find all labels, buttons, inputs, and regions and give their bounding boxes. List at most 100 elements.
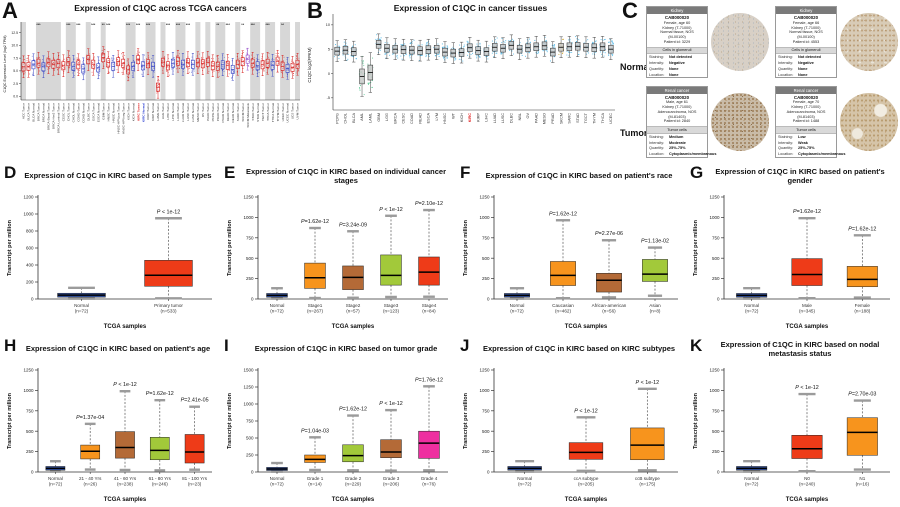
svg-text:(n=23): (n=23)	[188, 482, 202, 487]
ihc-patient-line: (M-81403)	[797, 114, 815, 119]
svg-text:(n=72): (n=72)	[270, 309, 284, 314]
panel-h: H Expression of C1QC in KIRC based on pa…	[2, 336, 220, 504]
svg-text:Stage2: Stage2	[346, 303, 361, 308]
ihc-info-box: Kidney CAB000020 Female, age 66 Kidney (T-7…	[775, 6, 837, 79]
svg-text:Grade 1: Grade 1	[307, 476, 324, 481]
ihc-field-row: Intensity: Negative	[647, 61, 707, 66]
svg-text:(n=205): (n=205)	[578, 482, 594, 487]
svg-text:TCGA samples: TCGA samples	[786, 324, 829, 330]
svg-text:***: ***	[66, 23, 71, 27]
svg-text:***: ***	[76, 23, 81, 27]
svg-text:P < 1e-12: P < 1e-12	[379, 401, 403, 407]
svg-text:***: ***	[266, 23, 271, 27]
svg-text:1250: 1250	[23, 368, 34, 373]
ihc-antibody-id: CAB000020	[793, 94, 819, 100]
svg-text:SKCM Tumor: SKCM Tumor	[241, 103, 245, 122]
ihc-field-row: Staining: Low	[776, 135, 836, 140]
svg-text:PCPG Tumor: PCPG Tumor	[211, 103, 215, 121]
svg-text:500: 500	[482, 256, 490, 261]
ihc-tissue-image	[840, 92, 898, 151]
svg-text:(n=56): (n=56)	[602, 309, 616, 314]
panel-j-letter: J	[460, 336, 470, 355]
svg-text:THCA Tumor: THCA Tumor	[266, 103, 270, 121]
svg-text:SKCM: SKCM	[559, 113, 563, 124]
ihc-patient-line: Adenocarcinoma, NOS	[657, 109, 697, 114]
ihc-field-value: Cytoplasmic/membranous	[798, 152, 846, 157]
svg-text:Grade 2: Grade 2	[345, 476, 362, 481]
svg-text:250: 250	[712, 449, 720, 454]
svg-text:LUAD Normal: LUAD Normal	[181, 103, 185, 122]
svg-text:(n=188): (n=188)	[854, 309, 870, 314]
svg-text:Primary tumor: Primary tumor	[154, 303, 183, 308]
svg-text:Normal: Normal	[510, 303, 525, 308]
ihc-patient-line: Female, age 60	[663, 20, 691, 25]
svg-text:KICH Tumor: KICH Tumor	[126, 103, 130, 120]
svg-text:(n=267): (n=267)	[307, 309, 323, 314]
ihc-field-label: Quantity:	[778, 146, 794, 151]
svg-text:Transcript per million: Transcript per million	[463, 392, 469, 449]
svg-text:UVM Tumor: UVM Tumor	[296, 103, 300, 120]
svg-text:1250: 1250	[243, 385, 254, 390]
svg-text:African-american: African-american	[592, 303, 627, 308]
svg-text:Stage3: Stage3	[384, 303, 399, 308]
ihc-field-label: Quantity:	[649, 66, 665, 71]
svg-text:5: 5	[328, 47, 330, 51]
svg-text:BLCA: BLCA	[352, 113, 356, 123]
svg-text:(n=72): (n=72)	[745, 482, 759, 487]
ihc-row-normal: Kidney CAB000020 Female, age 60 Kidney (T-7…	[646, 4, 898, 81]
ihc-field-label: Location:	[778, 152, 794, 157]
ihc-field-value: Negative	[669, 61, 685, 66]
ihc-card: Kidney CAB000020 Female, age 60 Kidney (T-7…	[646, 6, 769, 79]
svg-text:TCGA samples: TCGA samples	[565, 497, 608, 503]
svg-text:P=1.62e-12: P=1.62e-12	[301, 219, 329, 225]
svg-text:TCGA samples: TCGA samples	[565, 324, 608, 330]
ihc-card: Kidney CAB000020 Female, age 66 Kidney (T-7…	[775, 6, 898, 79]
ihc-field-label: Quantity:	[778, 66, 794, 71]
svg-text:LUSC: LUSC	[501, 113, 505, 123]
svg-text:COAD Tumor: COAD Tumor	[76, 103, 80, 122]
ihc-patient-line: (M-81403)	[668, 114, 686, 119]
ihc-field-label: Staining:	[649, 134, 664, 139]
svg-text:1500: 1500	[243, 368, 254, 373]
panel-f-letter: F	[460, 163, 471, 182]
svg-text:500: 500	[246, 256, 254, 261]
panel-e-title: Expression of C1QC in KIRC based on indi…	[245, 166, 447, 185]
svg-text:OV: OV	[526, 113, 530, 119]
ihc-field-row: Intensity: Negative	[776, 61, 836, 66]
svg-text:KIRP: KIRP	[476, 113, 480, 122]
svg-text:P=1.37e-04: P=1.37e-04	[76, 415, 104, 421]
panel-g-chart: 0 250 500 750 1000 1250 Transcript per million…	[693, 195, 890, 330]
svg-text:1250: 1250	[243, 195, 254, 200]
panel-i: I Expression of C1QC in KIRC based on tu…	[222, 336, 456, 504]
svg-text:MESO: MESO	[543, 113, 547, 124]
ihc-section-header: Cells in glomeruli	[776, 46, 836, 55]
panel-i-title: Expression of C1QC in KIRC based on tumo…	[254, 344, 438, 353]
svg-text:KICH Normal: KICH Normal	[131, 103, 135, 122]
svg-text:P=1.04e-03: P=1.04e-03	[301, 428, 329, 434]
svg-text:P < 1e-12: P < 1e-12	[157, 209, 181, 215]
svg-text:0: 0	[717, 297, 720, 302]
svg-text:BRCA Normal: BRCA Normal	[42, 103, 46, 123]
svg-text:STAD Normal: STAD Normal	[256, 103, 260, 122]
ihc-field-label: Staining:	[649, 55, 664, 60]
panel-a-chart: 0.0 2.5 5.0 7.5 10.0 12.5 C1QC Expression Leve…	[3, 22, 300, 134]
ihc-field-value: None	[798, 72, 808, 77]
svg-text:(n=72): (n=72)	[745, 309, 759, 314]
svg-text:THCA: THCA	[601, 113, 605, 124]
svg-text:COAD Normal: COAD Normal	[81, 103, 85, 123]
svg-text:HNSC-HPVneg Tumor: HNSC-HPVneg Tumor	[121, 103, 125, 134]
svg-text:UCEC Normal: UCEC Normal	[286, 103, 290, 123]
svg-text:WT: WT	[451, 112, 455, 119]
svg-text:0: 0	[487, 297, 490, 302]
svg-text:750: 750	[26, 408, 34, 413]
svg-text:Normal: Normal	[270, 303, 285, 308]
svg-text:ESCA Tumor: ESCA Tumor	[91, 103, 95, 121]
svg-text:AML: AML	[360, 113, 364, 121]
svg-text:CHOL Normal: CHOL Normal	[72, 103, 76, 123]
panel-h-letter: H	[4, 336, 17, 355]
svg-text:SKCM Metastasis: SKCM Metastasis	[246, 103, 250, 128]
svg-text:0: 0	[31, 470, 34, 475]
ihc-section-header: Cells in glomeruli	[647, 46, 707, 55]
svg-text:OV Tumor: OV Tumor	[201, 103, 205, 117]
